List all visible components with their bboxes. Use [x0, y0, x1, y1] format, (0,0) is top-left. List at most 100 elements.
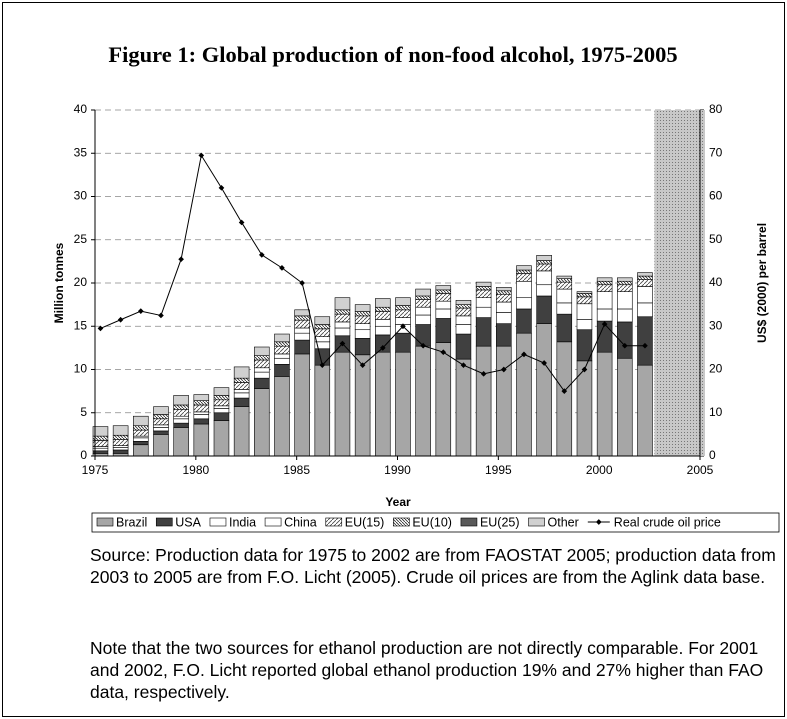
- bar-segment: [415, 295, 431, 300]
- bar-segment: [556, 278, 573, 283]
- bar-segment: [274, 333, 290, 343]
- price-marker: [500, 366, 507, 373]
- bar-segment: [576, 329, 593, 362]
- bar-segment: [496, 293, 512, 303]
- y-tick-label: 0: [80, 448, 87, 462]
- bar-segment: [516, 269, 532, 274]
- bar-segment: [596, 308, 613, 322]
- x-tick-label: 1990: [384, 463, 411, 477]
- legend-label: EU(15): [345, 515, 385, 529]
- bar-segment: [254, 359, 270, 369]
- bar-segment: [637, 286, 653, 304]
- bar-segment: [133, 425, 149, 431]
- legend-marker: [595, 519, 602, 525]
- bar-segment: [375, 325, 391, 336]
- legend-label: EU(10): [412, 515, 452, 529]
- bar-segment: [133, 415, 149, 427]
- bar-segment: [314, 328, 331, 337]
- bar-segment: [435, 300, 452, 310]
- bar-segment: [193, 414, 210, 420]
- bar-segment: [233, 377, 250, 383]
- bar-segment: [415, 314, 431, 325]
- bar-segment: [334, 321, 351, 329]
- bar-segment: [112, 425, 129, 436]
- price-marker: [158, 312, 164, 319]
- bar-segment: [274, 345, 290, 355]
- bar-segment: [435, 318, 452, 343]
- bar-segment: [233, 397, 250, 407]
- bar-segment: [435, 289, 452, 294]
- bar-segment: [354, 323, 371, 331]
- legend-swatch: [460, 517, 478, 527]
- bar-segment: [455, 315, 472, 325]
- y-tick-label: 25: [74, 232, 88, 246]
- legend-label: USA: [175, 515, 201, 529]
- legend-swatch: [393, 517, 410, 527]
- bar-segment: [233, 389, 250, 394]
- price-marker: [460, 362, 467, 369]
- bar-segment: [475, 297, 492, 308]
- bar-segment: [536, 255, 552, 261]
- bar-segment: [233, 406, 250, 457]
- bar-segment: [637, 316, 653, 366]
- bar-segment: [556, 302, 573, 315]
- y2-tick-label: 80: [709, 102, 723, 116]
- y-tick-label: 10: [74, 362, 88, 376]
- bar-segment: [395, 332, 411, 353]
- bar-segment: [153, 427, 169, 432]
- bar-segment: [274, 353, 290, 359]
- price-marker: [178, 256, 184, 263]
- legend-label: India: [229, 515, 256, 529]
- y2-tick-label: 30: [709, 318, 723, 332]
- bar-segment: [516, 297, 532, 310]
- bar-segment: [274, 341, 290, 347]
- price-marker: [642, 342, 648, 349]
- legend-swatch: [528, 517, 545, 527]
- unreported-period: [654, 110, 705, 456]
- bar-segment: [112, 449, 129, 454]
- bar-segment: [354, 354, 371, 457]
- legend-swatch: [209, 517, 227, 527]
- legend-label: Other: [548, 515, 579, 529]
- bar-segment: [213, 395, 230, 401]
- y2-axis-title: US$ (2000) per barrel: [755, 223, 769, 343]
- bar-segment: [173, 395, 189, 406]
- bar-segment: [193, 404, 210, 413]
- bar-segment: [556, 281, 573, 290]
- bar-segment: [576, 296, 593, 305]
- bar-segment: [294, 319, 310, 329]
- bar-segment: [617, 291, 633, 310]
- bar-segment: [596, 284, 613, 292]
- legend-label: EU(25): [480, 515, 520, 529]
- bar-segment: [455, 333, 472, 360]
- bar-segment: [153, 414, 169, 420]
- bar-segment: [496, 323, 512, 347]
- note: Note that the two sources for ethanol pr…: [90, 638, 764, 702]
- bar-segment: [617, 277, 633, 282]
- legend-swatch: [96, 517, 114, 527]
- bar-segment: [294, 309, 310, 317]
- bar-segment: [213, 412, 230, 421]
- bar-segment: [213, 420, 230, 457]
- bar-segment: [294, 353, 310, 457]
- bar-segment: [637, 364, 653, 457]
- price-marker: [521, 351, 527, 358]
- bar-segment: [153, 424, 169, 428]
- legend-box: [91, 512, 780, 533]
- price-marker: [279, 265, 285, 271]
- bar-segment: [556, 341, 573, 457]
- bar-segment: [496, 345, 512, 457]
- bar-segment: [617, 357, 633, 457]
- bar-segment: [617, 308, 633, 323]
- bar-segment: [294, 339, 310, 355]
- legend-swatch: [325, 517, 343, 527]
- y2-tick-label: 10: [709, 405, 723, 419]
- bar-segment: [496, 287, 512, 292]
- bar-segment: [576, 319, 593, 331]
- bar-segment: [516, 280, 532, 299]
- x-tick-label: 2005: [687, 463, 714, 477]
- bar-segment: [314, 324, 331, 330]
- bar-segment: [435, 308, 452, 319]
- bar-segment: [455, 307, 472, 317]
